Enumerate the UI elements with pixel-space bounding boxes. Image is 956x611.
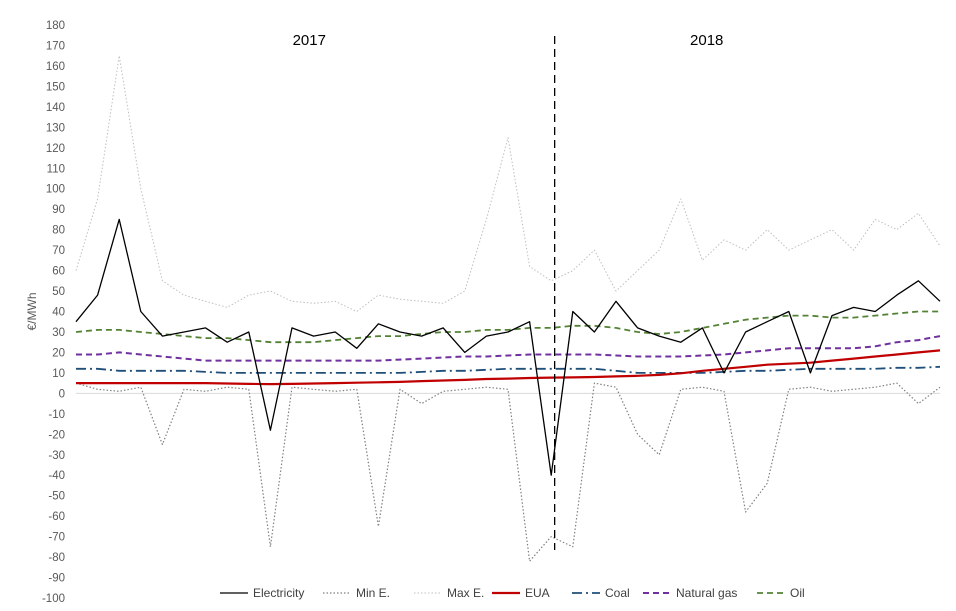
series-line-oil bbox=[75, 310, 940, 344]
annotations: 2017 2018 bbox=[293, 32, 723, 550]
legend-label: Electricity bbox=[253, 586, 304, 600]
legend-label: EUA bbox=[525, 586, 550, 600]
y-tick-label: -70 bbox=[48, 532, 65, 544]
legend: Electricity Min E. Max E. EUA Coal Natural ga… bbox=[220, 586, 805, 600]
series-line-min-e bbox=[75, 382, 941, 562]
y-tick-label: -10 bbox=[48, 409, 65, 421]
y-axis: 1801701601501401301201101009080706050403… bbox=[25, 20, 65, 605]
legend-label: Min E. bbox=[356, 586, 390, 600]
y-tick-label: 10 bbox=[52, 368, 65, 380]
y-tick-label: 160 bbox=[46, 61, 65, 73]
year-label: 2018 bbox=[690, 32, 723, 49]
y-tick-label: 20 bbox=[52, 347, 65, 359]
y-tick-label: 180 bbox=[46, 20, 65, 32]
legend-label: Coal bbox=[605, 586, 630, 600]
y-tick-label: 30 bbox=[52, 327, 65, 339]
y-axis-label: €/MWh bbox=[25, 292, 39, 330]
y-tick-label: -60 bbox=[48, 511, 65, 523]
series-line-electricity bbox=[75, 218, 941, 476]
y-tick-label: 140 bbox=[46, 102, 65, 114]
legend-label: Max E. bbox=[447, 586, 484, 600]
y-tick-label: 120 bbox=[46, 143, 65, 155]
y-tick-label: 0 bbox=[59, 388, 65, 400]
y-tick-label: -20 bbox=[48, 429, 65, 441]
series-line-eua bbox=[76, 349, 941, 386]
y-tick-label: -90 bbox=[48, 573, 65, 585]
y-tick-label: -80 bbox=[48, 552, 65, 564]
y-tick-label: 100 bbox=[46, 184, 65, 196]
y-tick-label: 150 bbox=[46, 81, 65, 93]
y-tick-label: 110 bbox=[47, 163, 65, 175]
y-tick-label: -50 bbox=[48, 491, 65, 503]
y-tick-label: 130 bbox=[46, 122, 65, 134]
y-tick-label: 90 bbox=[52, 204, 65, 216]
y-tick-label: 50 bbox=[52, 286, 65, 298]
legend-label: Natural gas bbox=[676, 586, 737, 600]
year-label: 2017 bbox=[293, 32, 326, 49]
y-tick-label: -100 bbox=[42, 593, 65, 605]
legend-label: Oil bbox=[790, 586, 805, 600]
y-tick-label: 40 bbox=[52, 307, 65, 319]
y-tick-label: 170 bbox=[46, 40, 65, 52]
y-tick-label: -40 bbox=[48, 470, 65, 482]
series-layer bbox=[75, 55, 941, 562]
y-tick-label: 60 bbox=[52, 266, 65, 278]
y-tick-label: 80 bbox=[52, 225, 65, 237]
y-tick-label: -30 bbox=[48, 450, 65, 462]
series-line-max-e bbox=[75, 55, 941, 312]
series-line-natural-gas bbox=[76, 335, 941, 362]
series-line-coal bbox=[76, 365, 941, 374]
y-tick-label: 70 bbox=[52, 245, 65, 257]
